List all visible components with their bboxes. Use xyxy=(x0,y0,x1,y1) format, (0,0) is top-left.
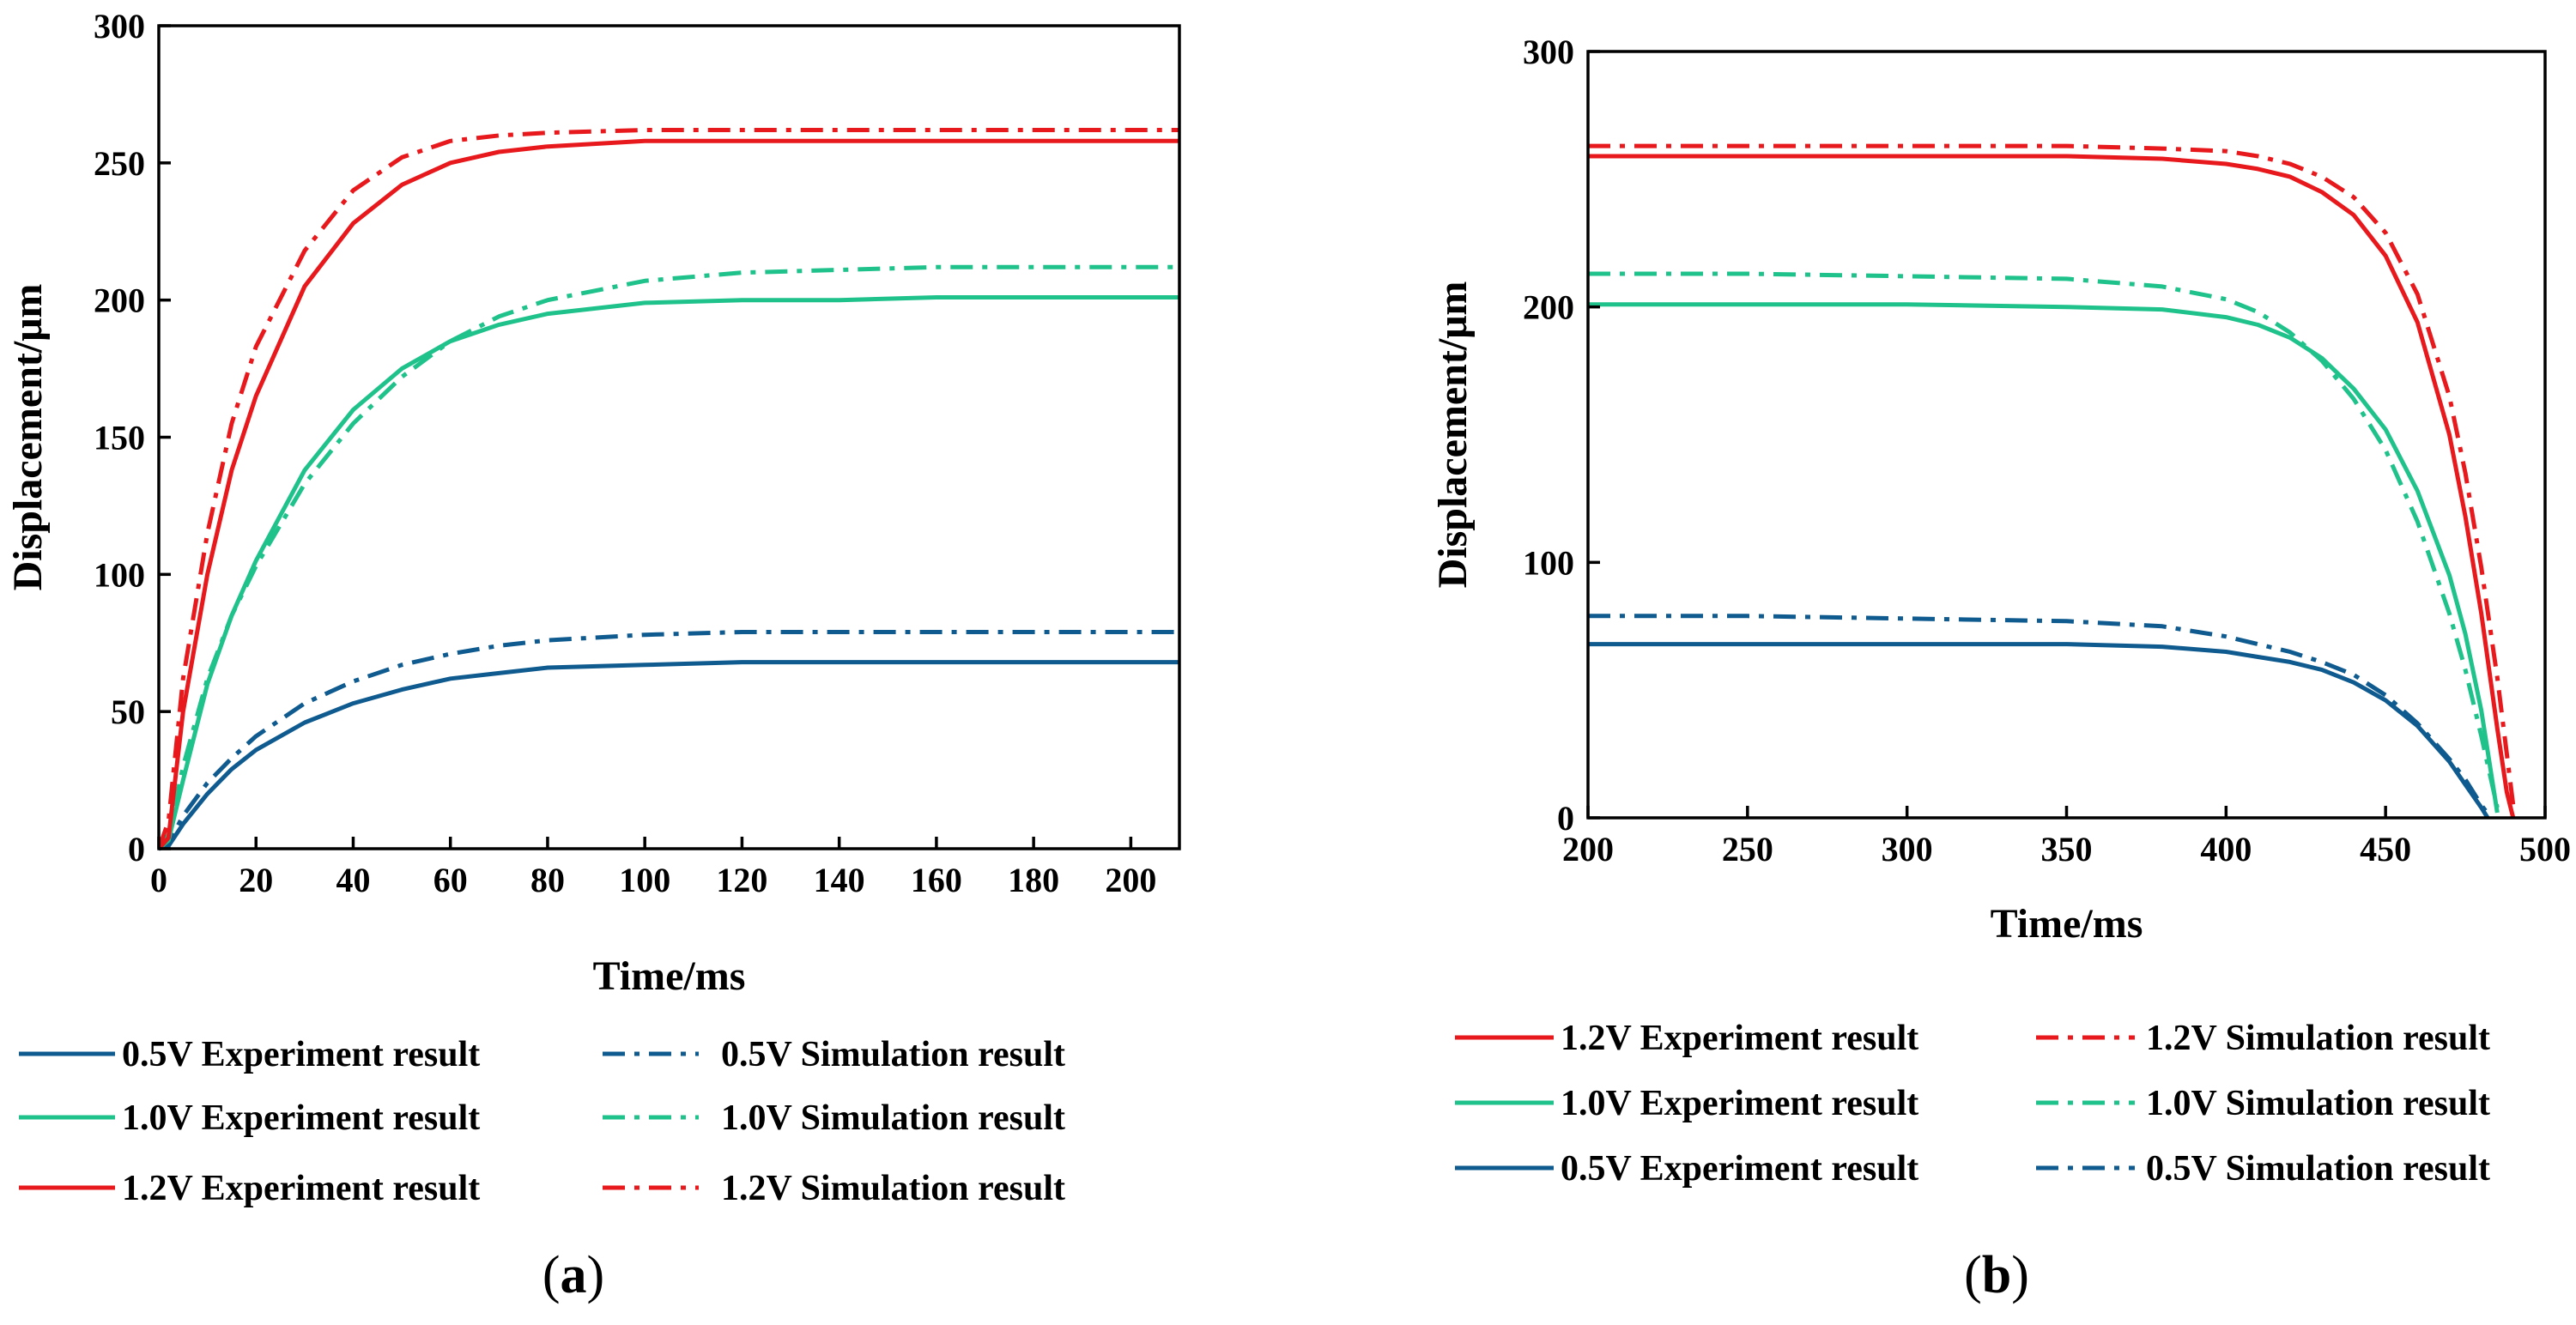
legend-label: 1.0V Experiment result xyxy=(1561,1084,1918,1123)
x-tick-label: 80 xyxy=(530,861,565,899)
series-line-green-dashdot xyxy=(1588,271,2500,808)
series-line-blue-solid xyxy=(159,660,1179,851)
x-tick-label: 20 xyxy=(239,861,273,899)
plot-frame xyxy=(157,24,1181,850)
legend: 1.2V Experiment result 1.2V Simulation re… xyxy=(1455,1019,2490,1189)
y-tick-label: 300 xyxy=(94,7,145,45)
x-tick-label: 140 xyxy=(814,861,865,899)
y-axis-title: Displacement/μm xyxy=(1430,281,1476,589)
x-tick-label: 450 xyxy=(2360,830,2411,868)
legend-label: 1.2V Simulation result xyxy=(721,1169,1065,1208)
x-tick-label: 0 xyxy=(150,861,167,899)
legend-label: 0.5V Simulation result xyxy=(721,1035,1065,1074)
x-tick-label: 120 xyxy=(716,861,767,899)
chart-b: 200 250 300 350 400 450 500 0 100 200 300 Time/ms Di… xyxy=(1430,33,2571,1304)
x-tick-label: 60 xyxy=(433,861,468,899)
series-line-red-dashdot xyxy=(1588,143,2516,806)
legend-label: 1.2V Experiment result xyxy=(122,1169,480,1208)
x-tick-label: 100 xyxy=(619,861,670,899)
y-tick-label: 50 xyxy=(111,693,145,731)
chart-a: 0 20 40 60 80 100 120 140 160 180 200 0 50 100 150 200 2… xyxy=(5,7,1181,1304)
y-tick-label: 200 xyxy=(94,281,145,320)
y-tick-label: 200 xyxy=(1523,288,1574,327)
y-tick-label: 0 xyxy=(128,830,145,868)
series-line-green-solid xyxy=(1588,302,2500,814)
x-tick-label: 180 xyxy=(1008,861,1059,899)
y-axis-title: Displacement/μm xyxy=(5,284,51,591)
plot-frame xyxy=(1586,50,2547,820)
series-line-green-dashdot xyxy=(159,264,1179,850)
x-tick-label: 350 xyxy=(2041,830,2093,868)
y-tick-label: 100 xyxy=(1523,543,1574,582)
y-tick-label: 0 xyxy=(1557,799,1574,838)
series-line-blue-solid xyxy=(1588,642,2490,820)
x-tick-label: 200 xyxy=(1562,830,1614,868)
legend-label: 1.2V Simulation result xyxy=(2146,1019,2490,1058)
series-line-blue-dashdot xyxy=(159,630,1179,851)
y-tick-label: 250 xyxy=(94,144,145,183)
series-group xyxy=(159,128,1179,851)
series-line-green-solid xyxy=(159,295,1179,850)
x-tick-label: 250 xyxy=(1722,830,1773,868)
y-tick-label: 100 xyxy=(94,555,145,594)
series-line-blue-dashdot xyxy=(1588,614,2493,820)
x-axis-title: Time/ms xyxy=(1991,901,2143,947)
x-tick-label: 160 xyxy=(911,861,962,899)
x-tick-label: 300 xyxy=(1882,830,1933,868)
x-tick-label: 400 xyxy=(2200,830,2252,868)
x-tick-label: 40 xyxy=(336,861,370,899)
x-axis-title: Time/ms xyxy=(593,953,746,999)
x-tick-label: 500 xyxy=(2519,830,2571,868)
series-line-red-solid xyxy=(1588,154,2516,819)
legend-label: 1.2V Experiment result xyxy=(1561,1019,1918,1058)
legend-label: 1.0V Experiment result xyxy=(122,1098,480,1138)
y-tick-label: 150 xyxy=(94,419,145,457)
legend: 0.5V Experiment result 0.5V Simulation re… xyxy=(19,1035,1065,1208)
x-tick-label: 200 xyxy=(1105,861,1156,899)
series-group xyxy=(1588,143,2516,820)
legend-label: 0.5V Experiment result xyxy=(122,1035,480,1074)
panel-caption: (b) xyxy=(1964,1246,2029,1304)
legend-label: 1.0V Simulation result xyxy=(721,1098,1065,1138)
panel-caption: (a) xyxy=(542,1246,604,1304)
legend-label: 0.5V Simulation result xyxy=(2146,1149,2490,1189)
legend-label: 0.5V Experiment result xyxy=(1561,1149,1918,1189)
legend-label: 1.0V Simulation result xyxy=(2146,1084,2490,1123)
y-tick-label: 300 xyxy=(1523,33,1574,71)
series-line-red-solid xyxy=(159,138,1179,850)
series-line-red-dashdot xyxy=(159,128,1179,850)
